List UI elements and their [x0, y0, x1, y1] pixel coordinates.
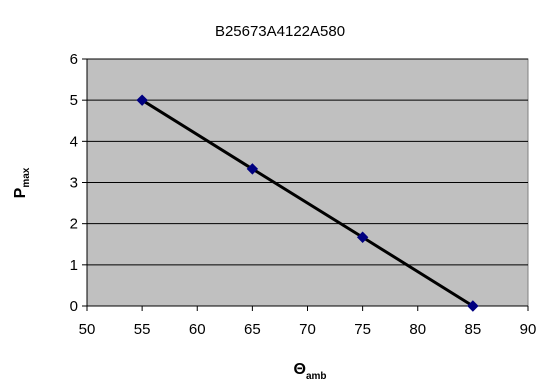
data-point-marker [246, 163, 259, 175]
x-tick-label: 65 [244, 321, 261, 338]
y-axis-title-subscript: max [21, 167, 32, 187]
series-line [141, 98, 474, 308]
x-axis-ticks: 50 55 60 65 70 75 80 85 90 [79, 305, 537, 338]
y-tick-label: 6 [70, 51, 78, 68]
x-tick-label: 50 [79, 321, 96, 338]
data-point-marker [467, 300, 479, 312]
y-tick-label: 3 [70, 175, 78, 192]
y-axis-title: Pmax [12, 167, 32, 198]
y-tick-label: 2 [70, 216, 78, 233]
x-tick-label: 55 [134, 321, 151, 338]
y-tick-label: 1 [70, 257, 78, 274]
y-tick-label: 0 [70, 298, 78, 315]
x-tick-label: 75 [354, 321, 371, 338]
series-group [136, 94, 479, 312]
gridlines [87, 58, 528, 266]
y-tick-label: 5 [70, 92, 78, 109]
x-tick-label: 60 [189, 321, 206, 338]
y-tick-label: 4 [70, 133, 78, 150]
chart-title: B25673A4122A580 [215, 23, 345, 40]
x-tick-label: 90 [520, 321, 537, 338]
x-tick-label: 85 [465, 321, 482, 338]
x-axis-title-subscript: amb [306, 371, 327, 382]
data-point-marker [356, 231, 369, 243]
data-point-marker [136, 94, 148, 106]
x-tick-label: 70 [299, 321, 316, 338]
y-axis-ticks: 0 1 2 3 4 5 6 [70, 51, 88, 315]
x-tick-label: 80 [409, 321, 426, 338]
x-axis-title-main: Θ [293, 361, 305, 378]
x-axis-title: Θamb [293, 361, 326, 382]
y-axis-title-main: P [12, 187, 29, 198]
